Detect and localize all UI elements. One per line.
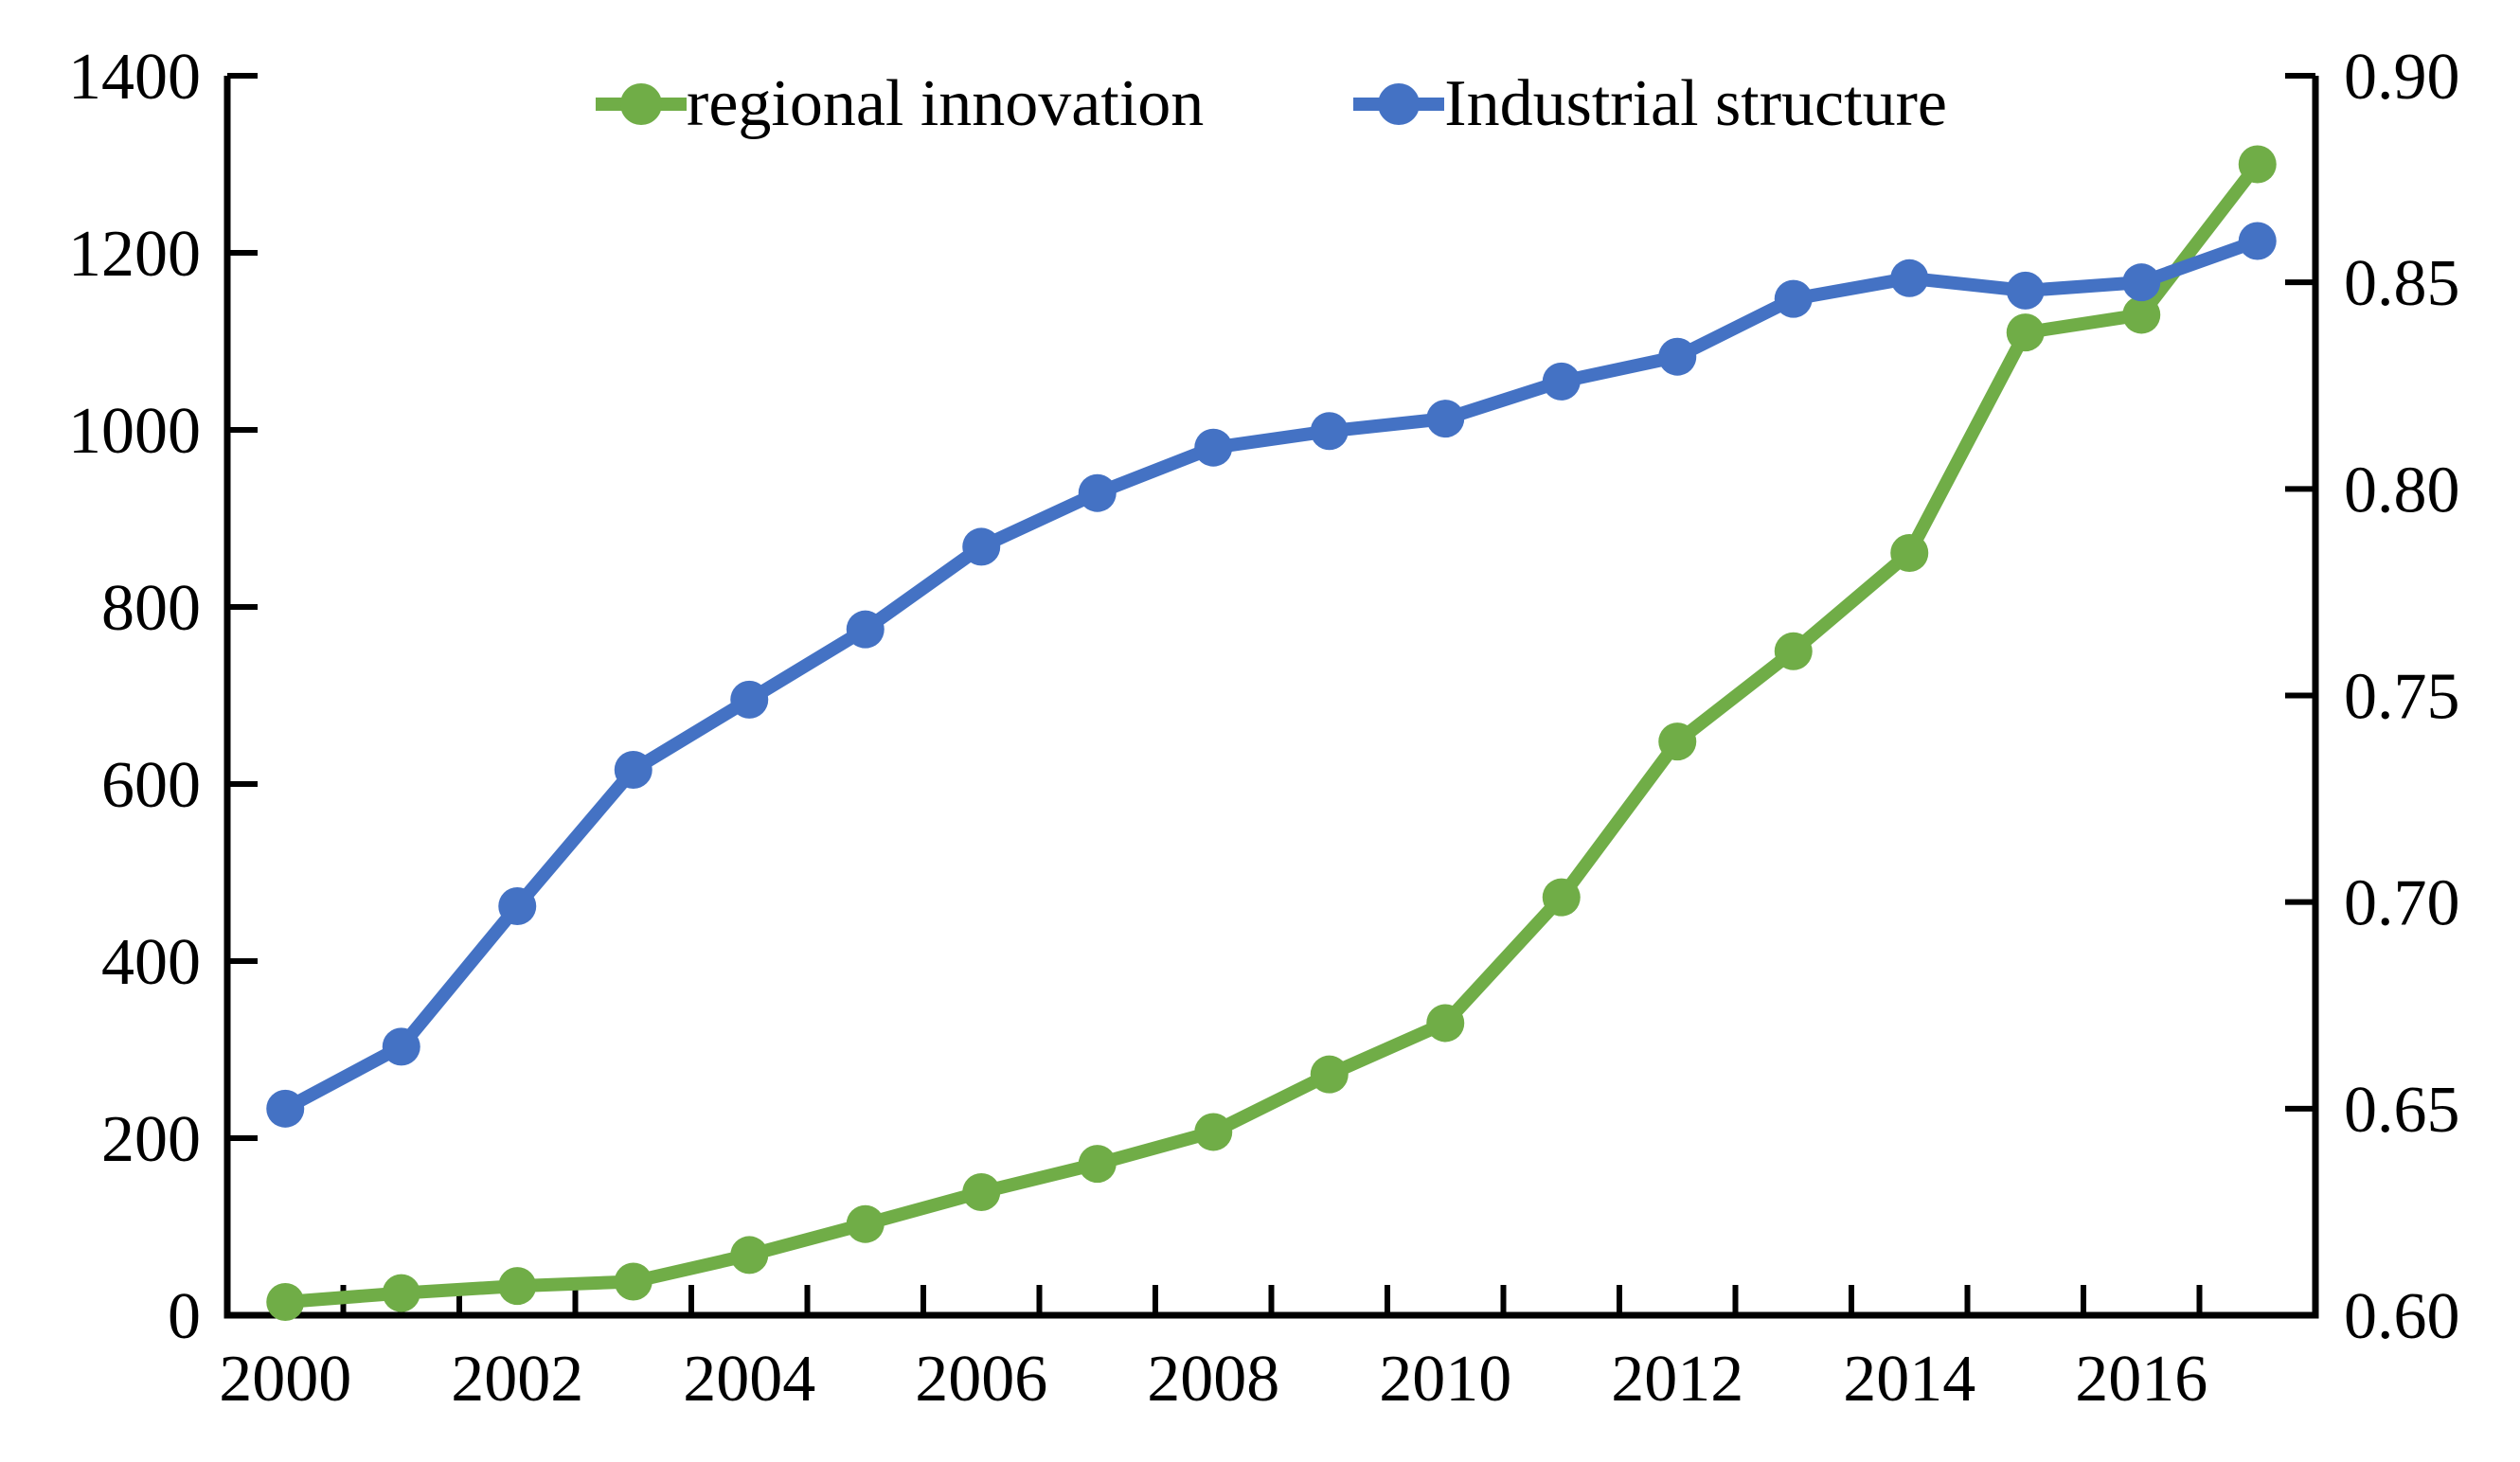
data-point-regional-innovation-2008 — [1194, 1113, 1233, 1151]
data-point-industrial-structure-2005 — [846, 610, 885, 649]
data-point-regional-innovation-2002 — [498, 1267, 537, 1306]
data-point-industrial-structure-2006 — [962, 527, 1001, 566]
data-point-regional-innovation-2006 — [962, 1173, 1001, 1212]
right-axis-tick-label: 0.75 — [2344, 661, 2460, 734]
data-point-industrial-structure-2016 — [2122, 263, 2161, 302]
data-point-regional-innovation-2011 — [1542, 878, 1581, 917]
data-point-regional-innovation-2010 — [1426, 1004, 1465, 1043]
data-point-industrial-structure-2010 — [1426, 400, 1465, 438]
data-point-regional-innovation-2004 — [730, 1236, 769, 1275]
data-point-regional-innovation-2005 — [846, 1204, 885, 1243]
data-point-industrial-structure-2007 — [1078, 473, 1117, 512]
right-axis-tick-label: 0.90 — [2344, 41, 2460, 114]
data-point-regional-innovation-2013 — [1774, 632, 1813, 670]
x-axis-tick-label: 2000 — [219, 1343, 351, 1416]
right-axis-tick-label: 0.80 — [2344, 454, 2460, 526]
left-axis-tick-label: 1000 — [68, 395, 201, 468]
left-axis-tick-label: 600 — [101, 749, 201, 822]
data-point-industrial-structure-2015 — [2006, 271, 2045, 310]
data-point-regional-innovation-2009 — [1310, 1055, 1349, 1094]
data-point-industrial-structure-2009 — [1310, 412, 1349, 451]
legend-item-regional-innovation: regional innovation — [596, 59, 1204, 150]
regional-innovation-line-marker-icon — [596, 83, 688, 125]
left-axis-tick-label: 0 — [168, 1280, 201, 1353]
left-axis-tick-label: 1200 — [68, 218, 201, 291]
data-point-industrial-structure-2012 — [1658, 337, 1697, 376]
right-axis-tick-label: 0.85 — [2344, 247, 2460, 320]
left-axis-tick-label: 1400 — [68, 41, 201, 114]
x-axis-tick-label: 2010 — [1379, 1343, 1511, 1416]
data-point-regional-innovation-2007 — [1078, 1145, 1117, 1184]
legend: regional innovation Industrial structure — [227, 59, 2315, 150]
legend-label-industrial-structure: Industrial structure — [1444, 67, 1947, 140]
data-point-industrial-structure-2002 — [498, 887, 537, 926]
data-point-industrial-structure-2000 — [266, 1089, 305, 1128]
left-axis-tick-label: 400 — [101, 926, 201, 999]
left-axis-tick-label: 800 — [101, 572, 201, 645]
data-point-industrial-structure-2011 — [1542, 362, 1581, 401]
data-point-regional-innovation-2012 — [1658, 722, 1697, 761]
industrial-structure-line-marker-icon — [1353, 83, 1445, 125]
series-line-industrial-structure — [278, 234, 2264, 1115]
right-axis-tick-label: 0.65 — [2344, 1074, 2460, 1147]
right-axis-tick-label: 0.60 — [2344, 1280, 2460, 1353]
series-line-regional-innovation — [278, 157, 2264, 1309]
data-point-industrial-structure-2014 — [1890, 259, 1929, 297]
left-axis-tick-label: 200 — [101, 1103, 201, 1176]
x-axis-tick-label: 2012 — [1611, 1343, 1743, 1416]
data-point-regional-innovation-2014 — [1890, 533, 1929, 572]
data-point-regional-innovation-2001 — [382, 1274, 420, 1312]
data-point-regional-innovation-2003 — [614, 1262, 652, 1301]
data-point-industrial-structure-2003 — [614, 751, 652, 790]
x-axis-tick-label: 2016 — [2075, 1343, 2207, 1416]
x-axis-tick-label: 2002 — [451, 1343, 583, 1416]
data-point-industrial-structure-2004 — [730, 680, 769, 719]
legend-item-industrial-structure: Industrial structure — [1353, 59, 1947, 150]
x-axis-tick-label: 2008 — [1147, 1343, 1279, 1416]
right-axis-tick-label: 0.70 — [2344, 867, 2460, 940]
data-point-industrial-structure-2017 — [2238, 222, 2277, 260]
x-axis-tick-label: 2006 — [915, 1343, 1047, 1416]
data-point-industrial-structure-2008 — [1194, 428, 1233, 467]
x-axis-tick-label: 2014 — [1843, 1343, 1975, 1416]
data-point-industrial-structure-2001 — [382, 1027, 420, 1066]
data-point-regional-innovation-2016 — [2122, 295, 2161, 334]
x-axis-tick-label: 2004 — [683, 1343, 815, 1416]
data-point-industrial-structure-2013 — [1774, 279, 1813, 318]
data-point-regional-innovation-2017 — [2238, 145, 2277, 184]
data-point-regional-innovation-2015 — [2006, 313, 2045, 352]
data-point-regional-innovation-2000 — [266, 1282, 305, 1321]
legend-label-regional-innovation: regional innovation — [687, 67, 1205, 140]
